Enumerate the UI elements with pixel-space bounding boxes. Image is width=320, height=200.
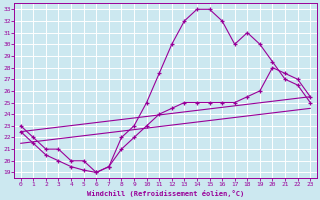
X-axis label: Windchill (Refroidissement éolien,°C): Windchill (Refroidissement éolien,°C) [87, 190, 244, 197]
